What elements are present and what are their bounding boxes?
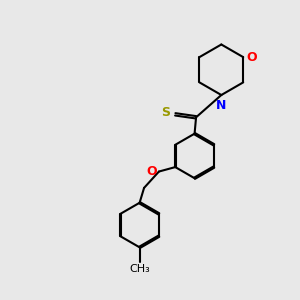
Text: N: N (216, 99, 226, 112)
Text: S: S (161, 106, 170, 119)
Text: O: O (246, 51, 257, 64)
Text: CH₃: CH₃ (129, 264, 150, 274)
Text: O: O (147, 165, 158, 178)
